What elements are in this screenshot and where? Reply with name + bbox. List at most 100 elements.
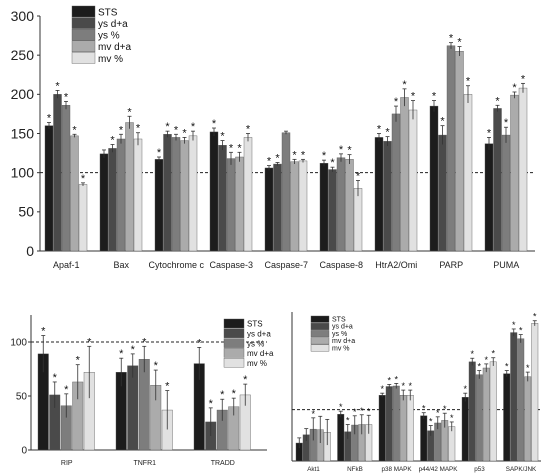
- bar: [138, 359, 150, 451]
- category-label: SAPK/JNK: [506, 466, 537, 473]
- category-label: NFkB: [347, 466, 363, 473]
- significance-star: *: [41, 326, 46, 338]
- category-label: RIP: [61, 460, 73, 467]
- bar: [336, 157, 346, 252]
- significance-star: *: [232, 388, 237, 400]
- significance-star: *: [154, 360, 159, 372]
- significance-star: *: [463, 384, 467, 394]
- significance-star: *: [55, 80, 60, 92]
- significance-star: *: [220, 131, 225, 143]
- legend-swatch: [71, 52, 96, 64]
- legend-swatch: [223, 338, 245, 348]
- legend-swatch: [71, 40, 96, 52]
- category-label: Caspase-3: [209, 260, 253, 270]
- bar: [518, 87, 528, 252]
- bar: [463, 94, 473, 252]
- legend-label: ys d+a: [98, 19, 128, 30]
- bar: [378, 395, 386, 462]
- significance-star: *: [212, 118, 217, 130]
- y-tick-label: 50: [16, 392, 28, 403]
- significance-star: *: [440, 116, 445, 128]
- significance-star: *: [429, 417, 433, 427]
- bar: [482, 367, 490, 462]
- significance-star: *: [495, 95, 500, 107]
- significance-star: *: [243, 374, 248, 386]
- bar: [345, 159, 354, 252]
- significance-star: *: [267, 156, 272, 168]
- significance-star: *: [301, 149, 306, 161]
- significance-star: *: [246, 124, 251, 136]
- significance-star: *: [457, 37, 462, 49]
- significance-star: *: [220, 389, 225, 401]
- category-label: TRADD: [211, 460, 235, 467]
- significance-star: *: [477, 362, 481, 372]
- legend-swatch: [310, 337, 330, 345]
- legend-swatch: [310, 330, 330, 338]
- legend-swatch: [310, 344, 330, 352]
- legend-label: ys d+a: [332, 324, 353, 331]
- significance-star: *: [484, 355, 488, 365]
- significance-star: *: [72, 124, 77, 136]
- bar: [188, 135, 198, 252]
- bar: [235, 156, 244, 252]
- bar: [374, 137, 384, 252]
- legend-swatch: [223, 318, 245, 329]
- significance-star: *: [487, 127, 492, 139]
- significance-star: *: [339, 402, 343, 412]
- significance-star: *: [385, 127, 390, 139]
- significance-star: *: [394, 374, 398, 384]
- bar: [420, 415, 428, 462]
- bar: [163, 134, 172, 252]
- significance-star: *: [470, 349, 474, 359]
- bar: [446, 45, 456, 252]
- significance-star: *: [127, 106, 132, 118]
- significance-star: *: [512, 82, 517, 94]
- significance-star: *: [322, 150, 327, 162]
- legend-label: mv %: [98, 54, 123, 65]
- legend-label: STS: [332, 317, 346, 324]
- significance-star: *: [119, 124, 124, 136]
- category-label: PARP: [439, 260, 463, 270]
- bar: [209, 131, 219, 252]
- legend-label: ys d+a: [247, 329, 271, 338]
- legend-swatch: [223, 358, 245, 368]
- significance-star: *: [436, 408, 440, 418]
- bar: [408, 109, 418, 252]
- bar: [125, 122, 134, 252]
- category-label: p44/42 MAPK: [419, 466, 459, 473]
- significance-star: *: [142, 336, 147, 348]
- significance-star: *: [64, 384, 69, 396]
- significance-star: *: [377, 124, 382, 136]
- legend-swatch: [310, 315, 330, 323]
- bar: [290, 161, 299, 252]
- bar: [455, 51, 464, 252]
- significance-star: *: [229, 142, 234, 154]
- significance-star: *: [64, 91, 69, 103]
- bar: [99, 153, 109, 252]
- category-label: p53: [474, 466, 485, 473]
- category-label: Caspase-8: [319, 260, 363, 270]
- significance-star: *: [346, 416, 350, 426]
- bar: [392, 385, 400, 462]
- significance-star: *: [491, 349, 495, 359]
- bar: [171, 137, 181, 252]
- y-tick-label: 150: [11, 125, 35, 141]
- significance-star: *: [521, 73, 526, 85]
- bar: [503, 373, 511, 462]
- significance-star: *: [533, 312, 537, 322]
- category-label: PUMA: [493, 260, 519, 270]
- significance-star: *: [76, 355, 81, 367]
- legend-label: ys %: [98, 31, 120, 42]
- bar: [493, 108, 502, 252]
- bar: [468, 361, 476, 462]
- bar: [281, 132, 291, 252]
- significance-star: *: [87, 336, 92, 348]
- significance-star: *: [292, 149, 297, 161]
- y-tick-label: 50: [18, 204, 34, 220]
- bar: [429, 105, 439, 252]
- category-label: HtrA2/Omi: [375, 260, 417, 270]
- bar: [243, 137, 253, 252]
- legend-label: ys %: [247, 339, 264, 348]
- y-tick-label: 0: [21, 446, 27, 457]
